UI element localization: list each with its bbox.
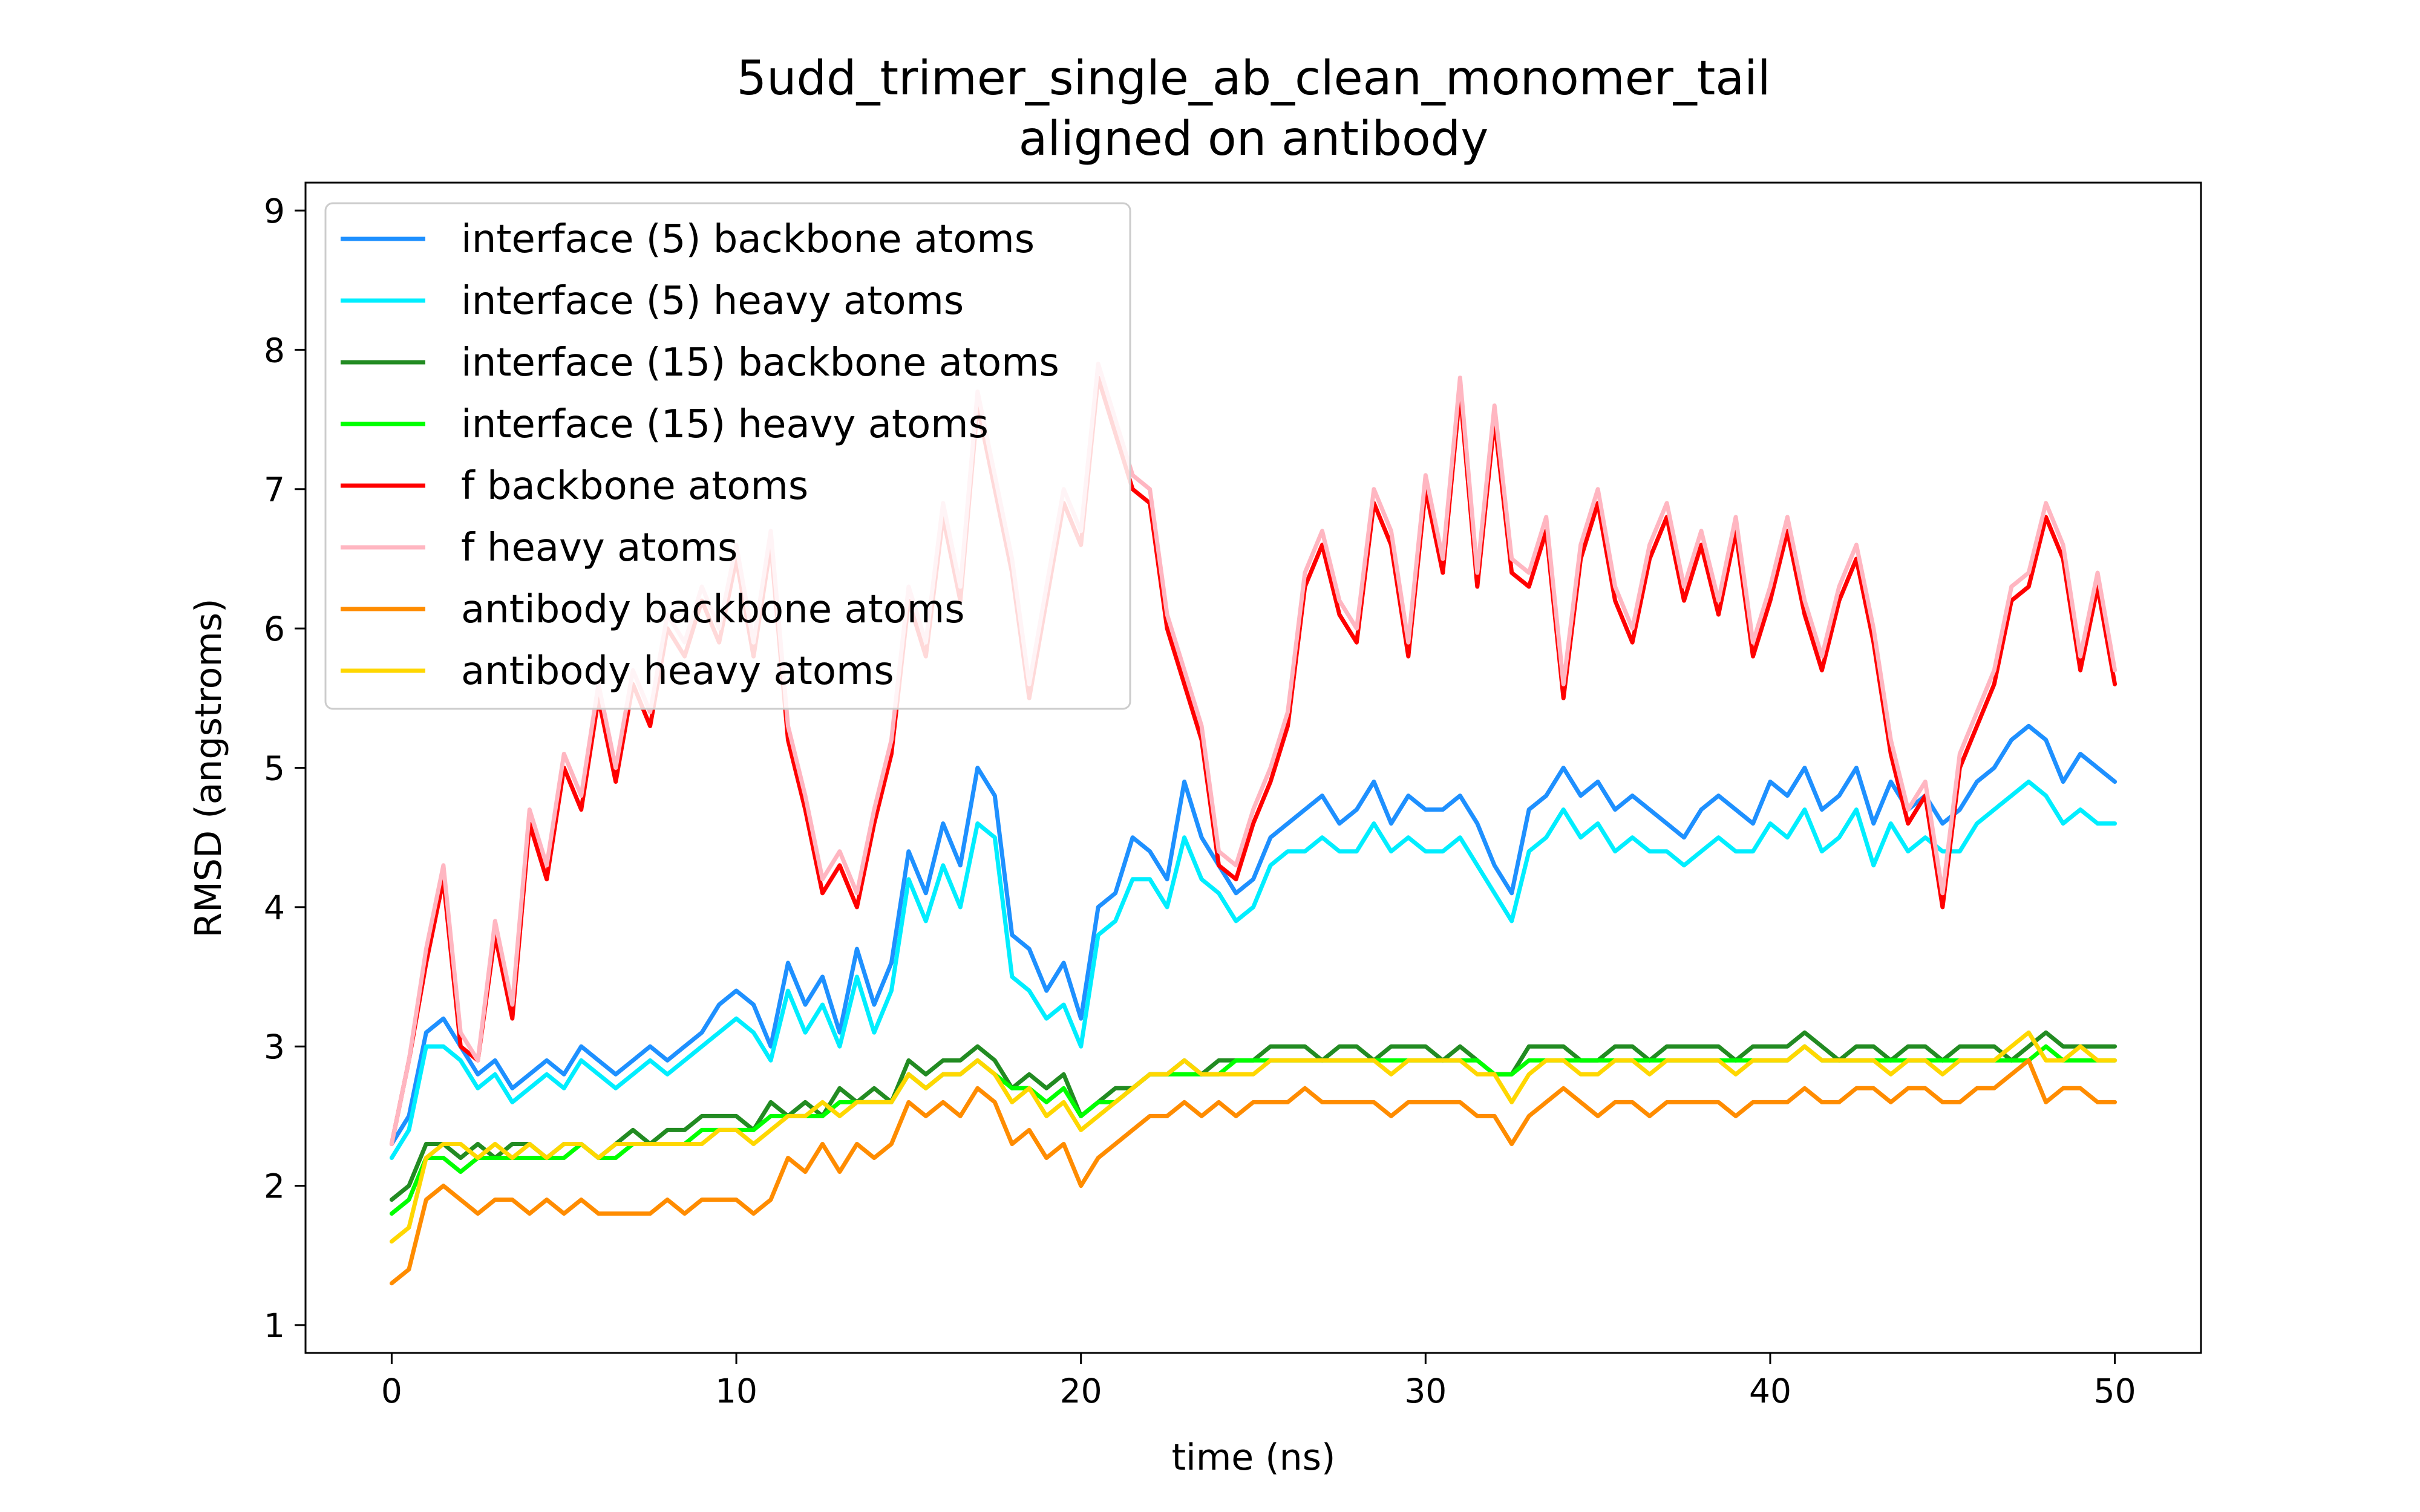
legend-label-4: f backbone atoms [461,464,808,509]
x-tick-label: 0 [381,1372,402,1410]
legend: interface (5) backbone atoms interface (5… [324,202,1131,710]
legend-label-5: f heavy atoms [461,526,737,570]
y-axis: 1 2 3 4 5 6 7 8 9 [264,192,306,1345]
series-line-0 [389,723,2118,1146]
y-tick-label: 1 [264,1306,285,1345]
series-line-7 [389,1030,2118,1244]
y-tick-label: 8 [264,331,285,370]
x-tick-label: 50 [2094,1372,2136,1410]
x-axis: 0 10 20 30 40 50 [381,1353,2136,1410]
x-tick-label: 20 [1060,1372,1102,1410]
x-tick-label: 10 [715,1372,757,1410]
legend-label-7: antibody heavy atoms [461,649,894,694]
y-tick-label: 2 [264,1167,285,1206]
y-tick-label: 7 [264,471,285,509]
legend-label-3: interface (15) heavy atoms [461,402,989,447]
chart-title: 5udd_trimer_single_ab_clean_monomer_tail [736,51,1770,106]
legend-label-2: interface (15) backbone atoms [461,341,1059,385]
chart-subtitle: aligned on antibody [1019,112,1489,166]
legend-box [324,202,1131,710]
series-layer [389,362,2118,1286]
y-tick-label: 5 [264,749,285,788]
legend-label-6: antibody backbone atoms [461,587,965,632]
y-tick-label: 9 [264,192,285,230]
series-line-1 [389,780,2118,1160]
x-axis-label: time (ns) [1172,1436,1336,1479]
series-line-6 [389,1058,2118,1286]
x-tick-label: 30 [1404,1372,1447,1410]
y-tick-label: 4 [264,888,285,927]
y-tick-label: 6 [264,610,285,648]
x-tick-label: 40 [1749,1372,1791,1410]
y-tick-label: 3 [264,1028,285,1066]
legend-label-0: interface (5) backbone atoms [461,217,1035,262]
y-axis-label: RMSD (angstroms) [188,598,230,937]
legend-label-1: interface (5) heavy atoms [461,279,964,324]
